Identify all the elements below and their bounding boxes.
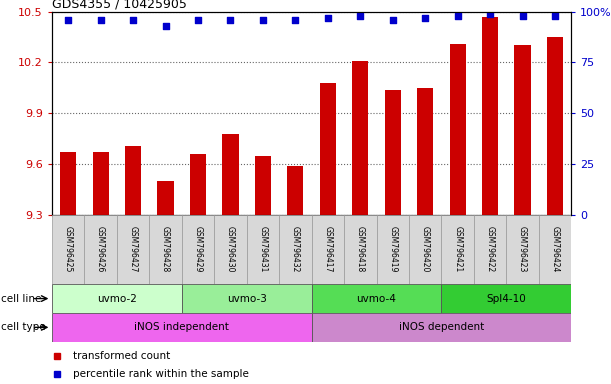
Point bbox=[420, 15, 430, 21]
Text: GSM796423: GSM796423 bbox=[518, 227, 527, 273]
Bar bbox=[474, 215, 507, 284]
Point bbox=[96, 17, 106, 23]
Point bbox=[388, 17, 398, 23]
Text: percentile rank within the sample: percentile rank within the sample bbox=[73, 369, 249, 379]
Bar bbox=[312, 215, 344, 284]
Bar bbox=[182, 215, 214, 284]
Bar bbox=[344, 215, 376, 284]
Bar bbox=[182, 284, 312, 313]
Bar bbox=[52, 215, 84, 284]
Text: GSM796421: GSM796421 bbox=[453, 227, 462, 273]
Text: GSM796418: GSM796418 bbox=[356, 227, 365, 273]
Text: GSM796419: GSM796419 bbox=[388, 227, 397, 273]
Bar bbox=[222, 134, 238, 215]
Text: GSM796420: GSM796420 bbox=[421, 227, 430, 273]
Point bbox=[323, 15, 333, 21]
Bar bbox=[507, 215, 539, 284]
Bar bbox=[158, 181, 174, 215]
Text: uvmo-3: uvmo-3 bbox=[227, 293, 266, 304]
Text: GSM796428: GSM796428 bbox=[161, 227, 170, 273]
Text: GSM796427: GSM796427 bbox=[128, 227, 137, 273]
Text: GSM796429: GSM796429 bbox=[194, 227, 202, 273]
Bar bbox=[60, 152, 76, 215]
Bar bbox=[125, 146, 141, 215]
Bar bbox=[214, 215, 247, 284]
Bar bbox=[52, 284, 182, 313]
Bar bbox=[539, 215, 571, 284]
Point bbox=[453, 13, 463, 19]
Bar bbox=[547, 37, 563, 215]
Bar bbox=[442, 284, 571, 313]
Bar bbox=[190, 154, 206, 215]
Text: GSM796426: GSM796426 bbox=[96, 227, 105, 273]
Bar bbox=[320, 83, 336, 215]
Point bbox=[356, 13, 365, 19]
Bar bbox=[417, 88, 433, 215]
Bar bbox=[482, 17, 498, 215]
Bar bbox=[376, 215, 409, 284]
Point bbox=[128, 17, 138, 23]
Point bbox=[225, 17, 235, 23]
Bar bbox=[442, 215, 474, 284]
Bar bbox=[312, 284, 442, 313]
Bar bbox=[149, 215, 182, 284]
Bar bbox=[92, 152, 109, 215]
Text: GSM796424: GSM796424 bbox=[551, 227, 560, 273]
Text: GSM796430: GSM796430 bbox=[226, 226, 235, 273]
Text: transformed count: transformed count bbox=[73, 351, 170, 361]
Text: iNOS dependent: iNOS dependent bbox=[399, 322, 484, 333]
Bar bbox=[287, 166, 304, 215]
Text: cell type: cell type bbox=[1, 322, 46, 333]
Point bbox=[550, 13, 560, 19]
Bar bbox=[247, 215, 279, 284]
Text: GDS4355 / 10425905: GDS4355 / 10425905 bbox=[52, 0, 187, 10]
Point bbox=[518, 13, 527, 19]
Point bbox=[161, 23, 170, 29]
Bar bbox=[352, 61, 368, 215]
Point bbox=[485, 10, 495, 17]
Bar bbox=[514, 45, 531, 215]
Bar bbox=[385, 89, 401, 215]
Point bbox=[193, 17, 203, 23]
Bar bbox=[279, 215, 312, 284]
Bar bbox=[409, 215, 442, 284]
Text: uvmo-4: uvmo-4 bbox=[357, 293, 397, 304]
Text: iNOS independent: iNOS independent bbox=[134, 322, 229, 333]
Bar bbox=[52, 313, 312, 342]
Text: GSM796417: GSM796417 bbox=[323, 227, 332, 273]
Bar bbox=[117, 215, 149, 284]
Point bbox=[64, 17, 73, 23]
Bar bbox=[312, 313, 571, 342]
Point bbox=[258, 17, 268, 23]
Bar bbox=[255, 156, 271, 215]
Text: uvmo-2: uvmo-2 bbox=[97, 293, 137, 304]
Point bbox=[290, 17, 300, 23]
Bar bbox=[84, 215, 117, 284]
Text: GSM796431: GSM796431 bbox=[258, 227, 268, 273]
Text: GSM796422: GSM796422 bbox=[486, 227, 495, 273]
Text: Spl4-10: Spl4-10 bbox=[486, 293, 526, 304]
Text: cell line: cell line bbox=[1, 293, 42, 304]
Text: GSM796432: GSM796432 bbox=[291, 227, 300, 273]
Text: GSM796425: GSM796425 bbox=[64, 227, 73, 273]
Bar bbox=[450, 44, 466, 215]
